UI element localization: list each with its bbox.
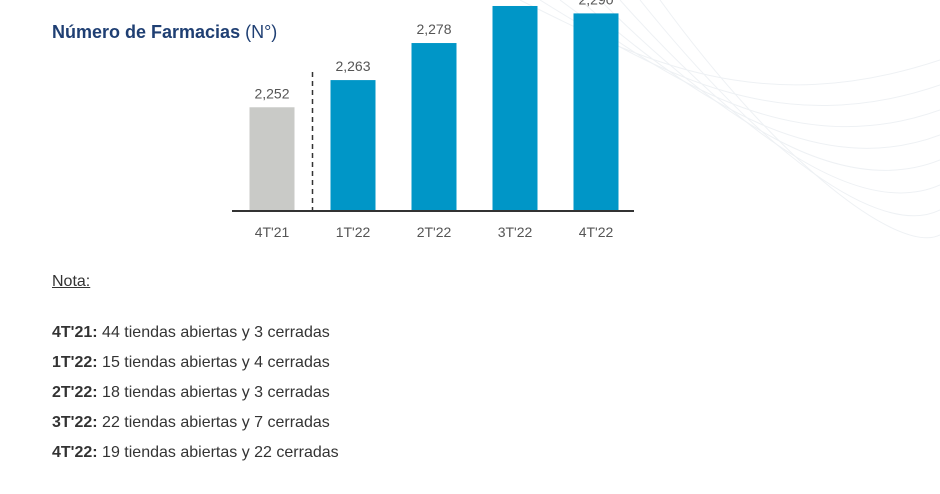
- note-item: 4T'22: 19 tiendas abiertas y 22 cerradas: [52, 442, 339, 472]
- bar-value-label: 2,278: [416, 21, 451, 37]
- chart-title-main: Número de Farmacias: [52, 22, 241, 42]
- note-item: 3T'22: 22 tiendas abiertas y 7 cerradas: [52, 412, 339, 442]
- note-text: 19 tiendas abiertas y 22 cerradas: [97, 444, 339, 461]
- chart-title-unit: (N°): [245, 22, 278, 42]
- note-item: 4T'21: 44 tiendas abiertas y 3 cerradas: [52, 322, 339, 352]
- x-tick-label: 4T'22: [579, 224, 614, 240]
- bar-value-label: 2,290: [578, 0, 613, 7]
- note-text: 22 tiendas abiertas y 7 cerradas: [97, 414, 330, 431]
- note-text: 15 tiendas abiertas y 4 cerradas: [97, 354, 330, 371]
- chart-title: Número de Farmacias (N°): [52, 22, 277, 43]
- note-heading: Nota:: [52, 273, 91, 290]
- bar-value-label: 2,263: [335, 58, 370, 74]
- note-quarter: 4T'22:: [52, 444, 98, 461]
- bar: [330, 80, 376, 211]
- note-quarter: 3T'22:: [52, 414, 98, 431]
- bar-chart: 2,2524T'212,2631T'222,2782T'222,2933T'22…: [232, 0, 634, 240]
- bar: [492, 5, 538, 211]
- x-tick-label: 4T'21: [255, 224, 290, 240]
- note-quarter: 1T'22:: [52, 354, 98, 371]
- bar: [249, 107, 295, 211]
- note-quarter: 2T'22:: [52, 384, 98, 401]
- x-tick-label: 1T'22: [336, 224, 371, 240]
- notes-list: 4T'21: 44 tiendas abiertas y 3 cerradas …: [52, 322, 339, 472]
- bar: [411, 43, 457, 211]
- note-item: 2T'22: 18 tiendas abiertas y 3 cerradas: [52, 382, 339, 412]
- bar-value-label: 2,252: [254, 85, 289, 101]
- note-item: 1T'22: 15 tiendas abiertas y 4 cerradas: [52, 352, 339, 382]
- note-text: 18 tiendas abiertas y 3 cerradas: [97, 384, 330, 401]
- note-text: 44 tiendas abiertas y 3 cerradas: [97, 324, 330, 341]
- bar: [573, 13, 619, 212]
- x-tick-label: 3T'22: [498, 224, 533, 240]
- note-quarter: 4T'21:: [52, 324, 98, 341]
- x-tick-label: 2T'22: [417, 224, 452, 240]
